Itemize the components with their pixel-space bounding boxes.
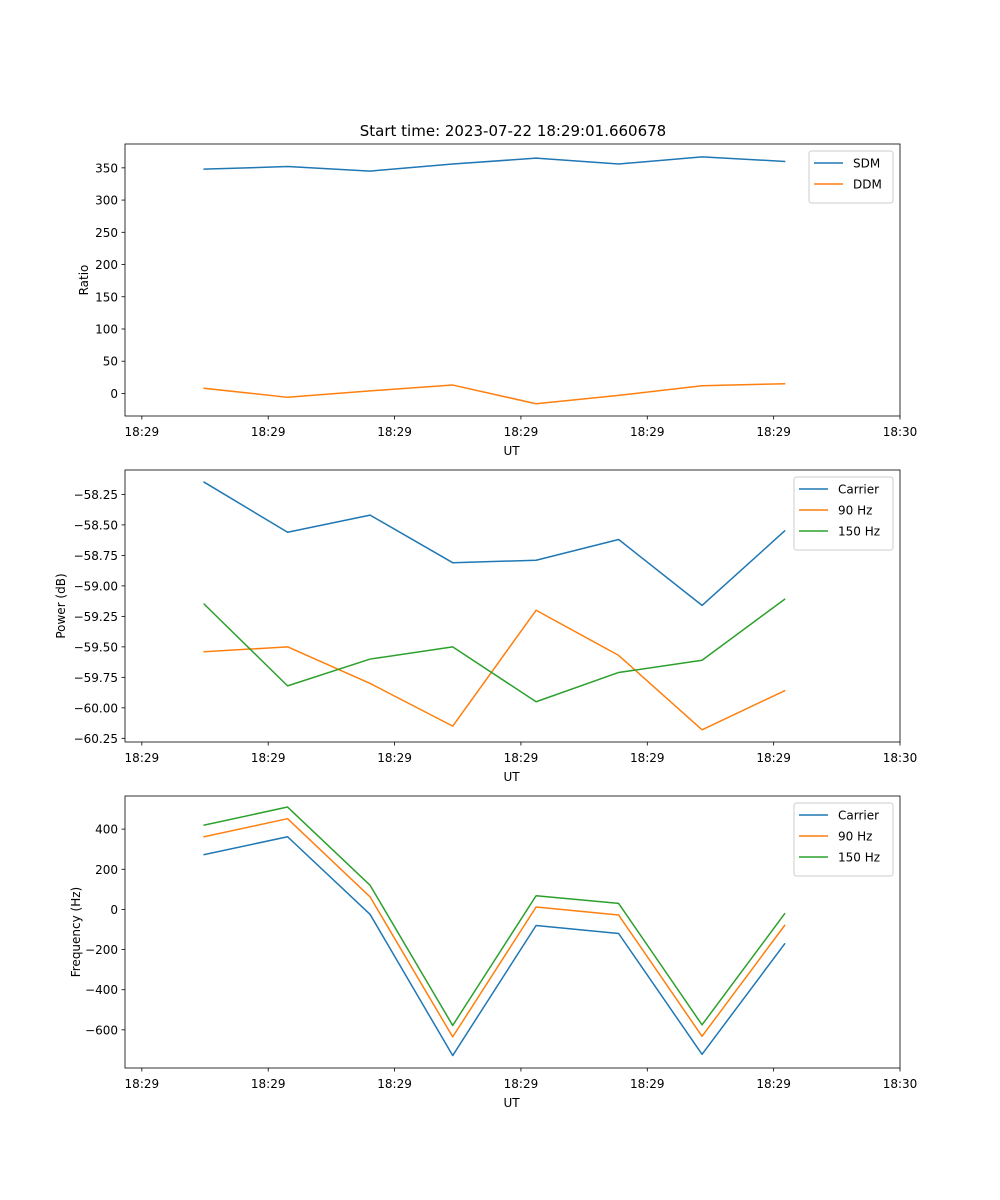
legend-label: 90 Hz	[838, 830, 872, 844]
y-tick-label: 150	[95, 290, 118, 304]
y-tick-label: −600	[85, 1023, 118, 1037]
y-tick-label: −400	[85, 983, 118, 997]
legend: SDM DDM	[808, 150, 894, 204]
series-line-carrier	[203, 836, 786, 1057]
y-tick-label: 250	[95, 226, 118, 240]
chart-ratio: 18:29 18:29 18:29 18:29 18:29 18:29 18:30 0 50 10…	[77, 143, 918, 458]
x-tick-label: 18:29	[630, 1077, 665, 1091]
chart-title: Start time: 2023-07-22 18:29:01.660678	[360, 122, 666, 140]
x-tick-label: 18:29	[504, 751, 539, 765]
y-tick-label: −59.25	[74, 610, 118, 624]
y-tick-label: 350	[95, 161, 118, 175]
x-tick-label: 18:29	[504, 1077, 539, 1091]
axes-frame	[124, 795, 901, 1069]
y-tick-label: 300	[95, 194, 118, 208]
y-tick-label: 200	[95, 863, 118, 877]
chart-frequency: 18:29 18:29 18:29 18:29 18:29 18:29 18:30 −600 −…	[69, 795, 918, 1110]
y-tick-label: −58.25	[74, 488, 118, 502]
y-tick-label: 50	[103, 355, 118, 369]
y-tick-label: −59.00	[74, 579, 118, 593]
x-tick-label: 18:29	[756, 425, 791, 439]
axes-frame	[124, 143, 901, 417]
x-tick-label: 18:29	[630, 425, 665, 439]
y-tick-label: 400	[95, 823, 118, 837]
x-tick-label: 18:30	[883, 751, 918, 765]
x-axis-label: UT	[503, 770, 520, 784]
y-tick-label: −58.50	[74, 518, 118, 532]
legend-label: 90 Hz	[838, 504, 872, 518]
x-tick-label: 18:29	[504, 425, 539, 439]
x-tick-label: 18:29	[377, 751, 412, 765]
legend-label: Carrier	[838, 809, 879, 823]
x-tick-label: 18:30	[883, 425, 918, 439]
y-axis-label: Frequency (Hz)	[69, 887, 83, 978]
y-tick-label: −58.75	[74, 549, 118, 563]
series-line-90-hz	[203, 609, 786, 731]
y-axis-label: Power (dB)	[54, 573, 68, 638]
plot-area	[125, 144, 900, 416]
x-axis-label: UT	[503, 1096, 520, 1110]
x-tick-label: 18:29	[125, 425, 160, 439]
legend-label: 150 Hz	[838, 525, 880, 539]
legend-label: DDM	[853, 178, 882, 192]
y-tick-label: −59.50	[74, 640, 118, 654]
x-tick-label: 18:29	[251, 1077, 286, 1091]
chart-power: 18:29 18:29 18:29 18:29 18:29 18:29 18:30 −60.2…	[54, 469, 918, 784]
y-tick-label: 100	[95, 322, 118, 336]
x-tick-label: 18:29	[125, 751, 160, 765]
y-tick-label: 0	[110, 903, 118, 917]
y-tick-label: 200	[95, 258, 118, 272]
series-line-carrier	[203, 481, 786, 607]
legend-label: Carrier	[838, 483, 879, 497]
x-tick-label: 18:30	[883, 1077, 918, 1091]
legend: Carrier 90 Hz 150 Hz	[793, 476, 894, 551]
x-tick-label: 18:29	[377, 425, 412, 439]
y-tick-label: 0	[110, 387, 118, 401]
legend-label: SDM	[853, 157, 880, 171]
series-line-150-hz	[203, 598, 786, 703]
y-tick-label: −59.75	[74, 671, 118, 685]
legend-label: 150 Hz	[838, 851, 880, 865]
x-tick-label: 18:29	[630, 751, 665, 765]
plot-area	[125, 470, 900, 742]
x-axis-label: UT	[503, 444, 520, 458]
axes-frame	[124, 469, 901, 743]
x-tick-label: 18:29	[756, 1077, 791, 1091]
y-tick-label: −200	[85, 943, 118, 957]
x-tick-label: 18:29	[251, 425, 286, 439]
y-tick-label: −60.00	[74, 701, 118, 715]
y-tick-label: −60.25	[74, 732, 118, 746]
legend-box	[808, 150, 894, 204]
series-line-sdm	[203, 156, 786, 172]
x-tick-label: 18:29	[756, 751, 791, 765]
legend: Carrier 90 Hz 150 Hz	[793, 802, 894, 877]
series-line-ddm	[203, 383, 786, 405]
x-tick-label: 18:29	[125, 1077, 160, 1091]
series-line-150-hz	[203, 806, 786, 1027]
series-line-90-hz	[203, 817, 786, 1038]
x-tick-label: 18:29	[251, 751, 286, 765]
y-axis-label: Ratio	[77, 265, 91, 296]
x-tick-label: 18:29	[377, 1077, 412, 1091]
